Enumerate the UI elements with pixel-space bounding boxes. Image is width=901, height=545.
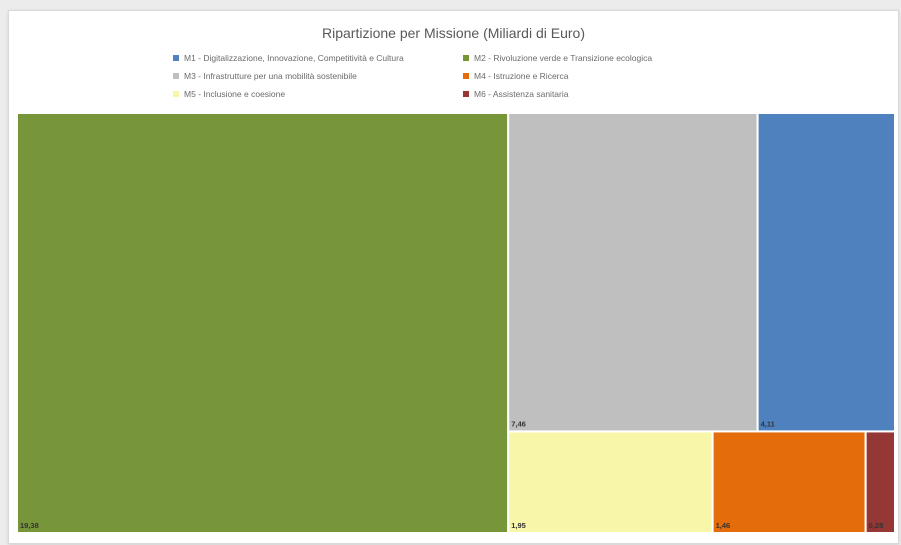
- treemap-cell: [507, 113, 759, 433]
- legend-item: M1 - Digitalizzazione, Innovazione, Comp…: [173, 53, 404, 63]
- treemap-cell: [17, 113, 510, 533]
- treemap-value-label: 0,28: [869, 521, 884, 530]
- legend-swatch: [463, 55, 469, 61]
- legend-item: M6 - Assistenza sanitaria: [463, 89, 568, 99]
- treemap-cell: [507, 430, 714, 533]
- legend-label: M6 - Assistenza sanitaria: [474, 89, 569, 99]
- chart-card: Ripartizione per Missione (Miliardi di E…: [8, 10, 899, 544]
- treemap-value-label: 19,38: [20, 521, 39, 530]
- legend-item: M2 - Rivoluzione verde e Transizione eco…: [463, 53, 652, 63]
- legend-label: M5 - Inclusione e coesione: [184, 89, 286, 99]
- legend-label: M2 - Rivoluzione verde e Transizione eco…: [474, 53, 653, 63]
- treemap-cell: [864, 430, 895, 533]
- legend-item: M3 - Infrastrutture per una mobilità sos…: [173, 71, 357, 81]
- chart-title: Ripartizione per Missione (Miliardi di E…: [322, 25, 585, 41]
- legend-label: M4 - Istruzione e Ricerca: [474, 71, 569, 81]
- legend-swatch: [463, 73, 469, 79]
- treemap-plot: 19,38 7,46 4,11 1,95 1,46 0,28: [17, 113, 895, 533]
- legend-swatch: [173, 91, 179, 97]
- legend-item: M5 - Inclusione e coesione: [173, 89, 285, 99]
- treemap-cell: [756, 113, 895, 433]
- legend-item: M4 - Istruzione e Ricerca: [463, 71, 568, 81]
- legend-label: M3 - Infrastrutture per una mobilità sos…: [184, 71, 357, 81]
- treemap-value-label: 7,46: [511, 419, 526, 428]
- legend-label: M1 - Digitalizzazione, Innovazione, Comp…: [184, 53, 404, 63]
- treemap-cell: [711, 430, 867, 533]
- legend-swatch: [173, 73, 179, 79]
- treemap-value-label: 1,46: [716, 521, 731, 530]
- legend-swatch: [463, 91, 469, 97]
- treemap-value-label: 4,11: [761, 419, 775, 428]
- treemap-value-label: 1,95: [511, 521, 526, 530]
- legend-swatch: [173, 55, 179, 61]
